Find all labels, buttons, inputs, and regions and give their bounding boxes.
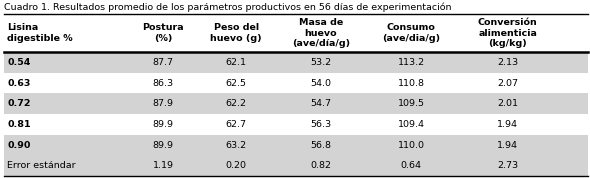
Text: Consumo
(ave/dia/g): Consumo (ave/dia/g) — [382, 23, 440, 43]
Bar — [4, 14, 588, 52]
Text: 62.5: 62.5 — [225, 78, 247, 88]
Text: Lisina
digestible %: Lisina digestible % — [7, 23, 73, 43]
Text: 113.2: 113.2 — [398, 58, 425, 67]
Text: 2.73: 2.73 — [497, 161, 518, 170]
Text: 54.7: 54.7 — [310, 99, 332, 108]
Text: 0.72: 0.72 — [7, 99, 31, 108]
Text: 0.54: 0.54 — [7, 58, 30, 67]
Text: 56.3: 56.3 — [310, 120, 332, 129]
Text: 110.8: 110.8 — [398, 78, 425, 88]
Bar — [4, 52, 588, 73]
Text: Peso del
huevo (g): Peso del huevo (g) — [210, 23, 262, 43]
Text: Conversión
alimenticia
(kg/kg): Conversión alimenticia (kg/kg) — [478, 18, 537, 48]
Text: 0.90: 0.90 — [7, 140, 30, 150]
Text: Error estándar: Error estándar — [7, 161, 76, 170]
Text: 54.0: 54.0 — [310, 78, 332, 88]
Text: 109.5: 109.5 — [398, 99, 425, 108]
Text: 1.94: 1.94 — [497, 140, 518, 150]
Text: 87.9: 87.9 — [153, 99, 173, 108]
Text: 0.20: 0.20 — [225, 161, 247, 170]
Text: 53.2: 53.2 — [310, 58, 332, 67]
Text: 86.3: 86.3 — [153, 78, 173, 88]
Text: 1.94: 1.94 — [497, 120, 518, 129]
Text: 2.13: 2.13 — [497, 58, 518, 67]
Text: 87.7: 87.7 — [153, 58, 173, 67]
Text: 62.2: 62.2 — [225, 99, 247, 108]
Text: 0.64: 0.64 — [401, 161, 422, 170]
Text: 89.9: 89.9 — [153, 120, 173, 129]
Text: Masa de
huevo
(ave/día/g): Masa de huevo (ave/día/g) — [292, 18, 350, 48]
Text: 2.07: 2.07 — [497, 78, 518, 88]
Bar — [4, 155, 588, 176]
Text: 109.4: 109.4 — [398, 120, 425, 129]
Text: 110.0: 110.0 — [398, 140, 425, 150]
Bar — [4, 93, 588, 114]
Text: Postura
(%): Postura (%) — [142, 23, 184, 43]
Text: 56.8: 56.8 — [310, 140, 332, 150]
Text: 62.7: 62.7 — [225, 120, 247, 129]
Text: 89.9: 89.9 — [153, 140, 173, 150]
Text: 2.01: 2.01 — [497, 99, 518, 108]
Text: 0.63: 0.63 — [7, 78, 30, 88]
Text: 0.82: 0.82 — [310, 161, 332, 170]
Text: 0.81: 0.81 — [7, 120, 31, 129]
Text: 1.19: 1.19 — [153, 161, 173, 170]
Text: 63.2: 63.2 — [225, 140, 247, 150]
Bar — [4, 135, 588, 155]
Text: 62.1: 62.1 — [225, 58, 247, 67]
Text: Cuadro 1. Resultados promedio de los parámetros productivos en 56 días de experi: Cuadro 1. Resultados promedio de los par… — [4, 3, 451, 12]
